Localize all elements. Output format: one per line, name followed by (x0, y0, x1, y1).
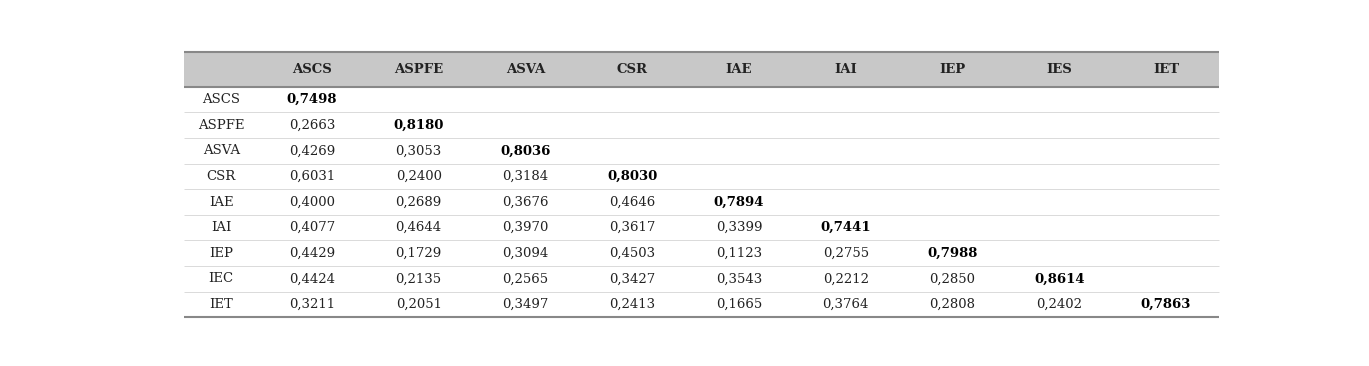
Text: 0,4269: 0,4269 (289, 144, 335, 157)
Text: 0,2808: 0,2808 (930, 298, 976, 311)
Text: 0,7863: 0,7863 (1140, 298, 1191, 311)
Text: 0,8614: 0,8614 (1034, 272, 1084, 285)
Text: 0,3497: 0,3497 (502, 298, 549, 311)
Text: ASPFE: ASPFE (394, 63, 444, 76)
Text: 0,4000: 0,4000 (289, 195, 335, 209)
Text: 0,2135: 0,2135 (396, 272, 442, 285)
Text: IET: IET (1153, 63, 1179, 76)
Text: 0,2402: 0,2402 (1036, 298, 1083, 311)
Text: 0,2400: 0,2400 (396, 170, 442, 183)
Text: 0,2565: 0,2565 (502, 272, 549, 285)
Text: 0,7498: 0,7498 (286, 93, 337, 106)
Text: 0,3676: 0,3676 (502, 195, 549, 209)
Text: 0,6031: 0,6031 (289, 170, 335, 183)
Text: 0,3399: 0,3399 (716, 221, 763, 234)
Text: IEP: IEP (939, 63, 965, 76)
Text: 0,4424: 0,4424 (289, 272, 335, 285)
Text: 0,3970: 0,3970 (502, 221, 549, 234)
Text: 0,2689: 0,2689 (396, 195, 442, 209)
Text: CSR: CSR (616, 63, 648, 76)
Text: IEC: IEC (208, 272, 234, 285)
Text: IAI: IAI (834, 63, 857, 76)
Text: 0,4429: 0,4429 (289, 247, 335, 260)
Text: 0,3427: 0,3427 (609, 272, 656, 285)
Text: CSR: CSR (207, 170, 235, 183)
Text: 0,2755: 0,2755 (823, 247, 869, 260)
Text: 0,1729: 0,1729 (396, 247, 442, 260)
Text: 0,4077: 0,4077 (289, 221, 335, 234)
Text: IAI: IAI (211, 221, 231, 234)
Text: 0,4646: 0,4646 (609, 195, 656, 209)
Text: 0,4644: 0,4644 (396, 221, 442, 234)
Text: 0,2850: 0,2850 (930, 272, 976, 285)
Text: IAE: IAE (726, 63, 752, 76)
Text: 0,8180: 0,8180 (393, 119, 444, 132)
Text: 0,8036: 0,8036 (500, 144, 550, 157)
Text: IES: IES (1046, 63, 1072, 76)
Text: 0,2663: 0,2663 (289, 119, 335, 132)
Text: 0,2051: 0,2051 (396, 298, 442, 311)
Text: 0,1123: 0,1123 (716, 247, 763, 260)
Text: 0,4503: 0,4503 (609, 247, 656, 260)
Text: ASPFE: ASPFE (199, 119, 245, 132)
Text: 0,2212: 0,2212 (823, 272, 869, 285)
Text: ASVA: ASVA (203, 144, 240, 157)
Text: 0,8030: 0,8030 (606, 170, 657, 183)
Text: IET: IET (209, 298, 233, 311)
Text: 0,7988: 0,7988 (927, 247, 977, 260)
Bar (183, 52, 1220, 87)
Text: 0,2413: 0,2413 (609, 298, 656, 311)
Text: ASVA: ASVA (505, 63, 545, 76)
Text: 0,3094: 0,3094 (502, 247, 549, 260)
Text: IEP: IEP (209, 247, 233, 260)
Text: ASCS: ASCS (203, 93, 240, 106)
Text: 0,3184: 0,3184 (502, 170, 549, 183)
Text: 0,3543: 0,3543 (716, 272, 763, 285)
Text: 0,3211: 0,3211 (289, 298, 335, 311)
Text: ASCS: ASCS (292, 63, 331, 76)
Text: 0,7894: 0,7894 (713, 195, 764, 209)
Text: 0,3053: 0,3053 (396, 144, 442, 157)
Text: IAE: IAE (209, 195, 234, 209)
Text: 0,3764: 0,3764 (823, 298, 869, 311)
Text: 0,1665: 0,1665 (716, 298, 763, 311)
Text: 0,7441: 0,7441 (820, 221, 871, 234)
Text: 0,3617: 0,3617 (609, 221, 656, 234)
